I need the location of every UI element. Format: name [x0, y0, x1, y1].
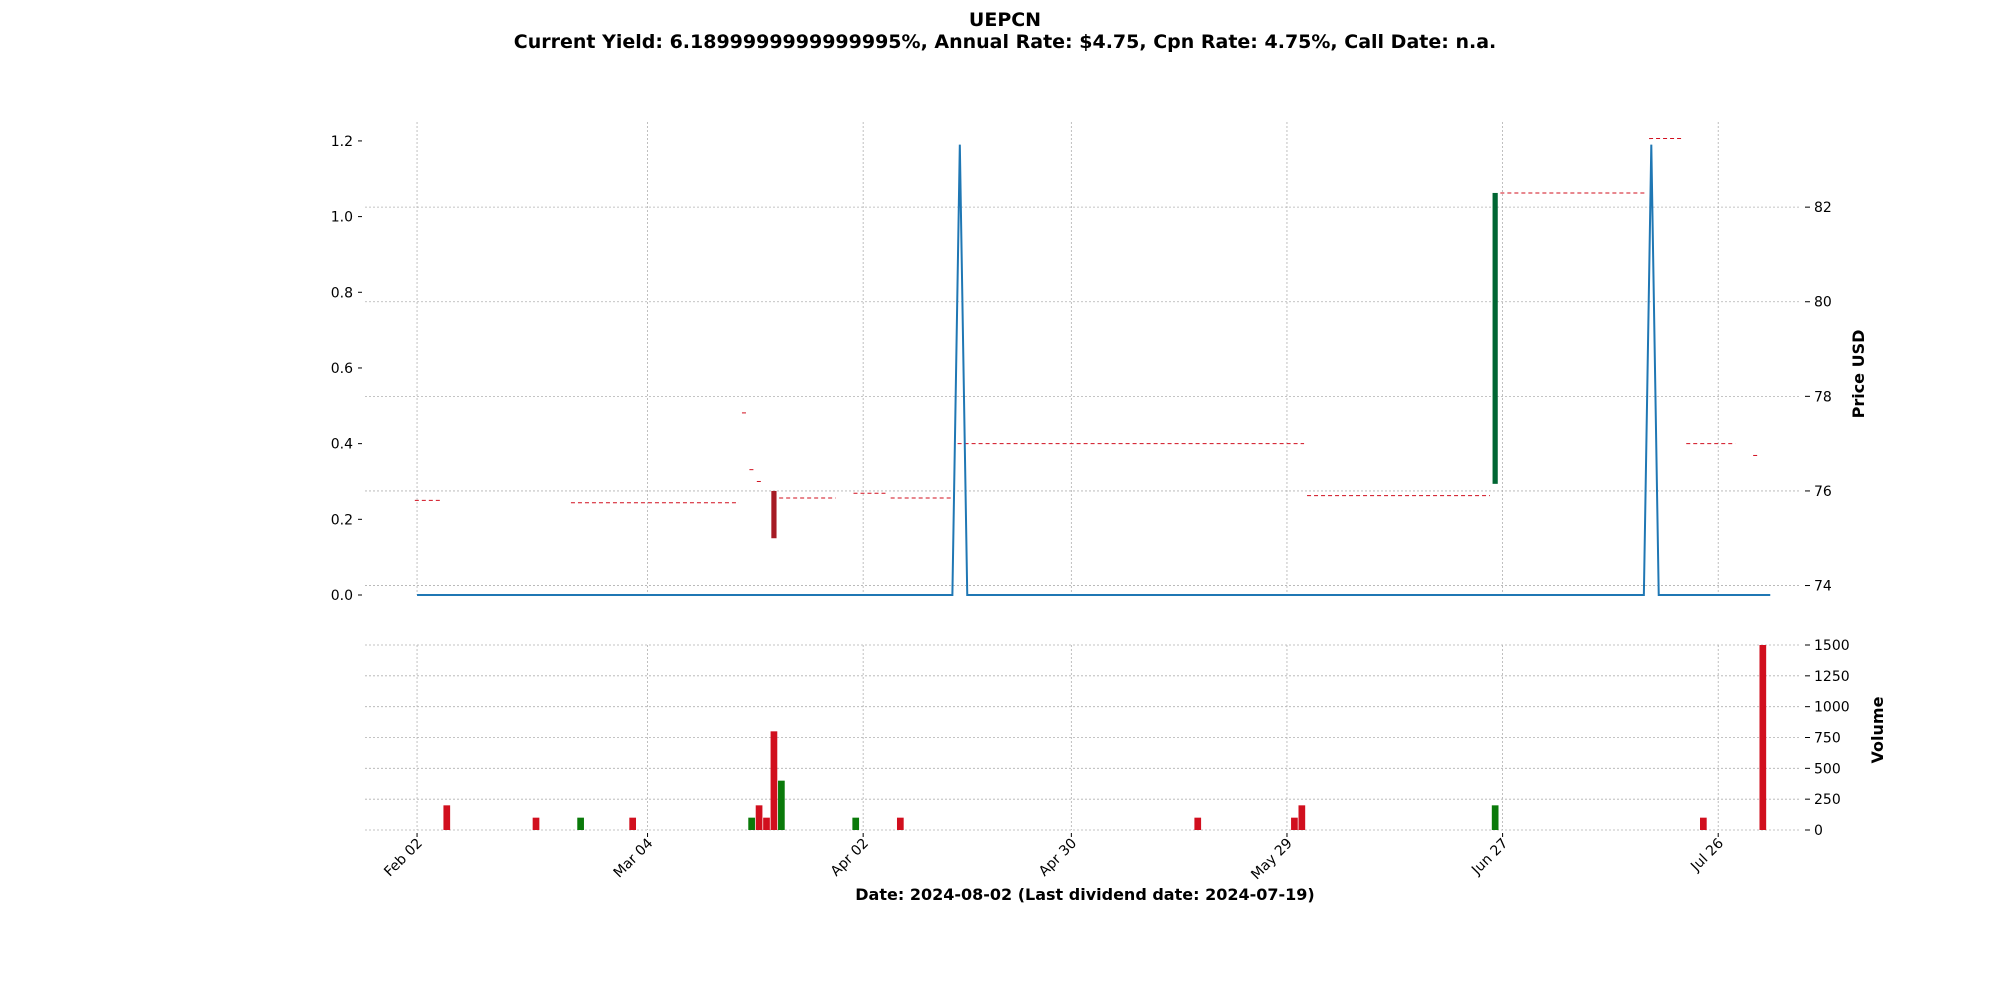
volume-bar [748, 817, 755, 830]
dividend-tick-label: 0.6 [331, 361, 353, 377]
volume-bar [755, 805, 763, 830]
price-tick-label: 74 [1814, 579, 1832, 595]
volume-bar [1194, 817, 1202, 830]
volume-bar [1291, 817, 1298, 830]
price-candle [1492, 192, 1498, 484]
volume-tick-label: 0 [1814, 823, 1823, 839]
price-tick-label: 82 [1814, 200, 1832, 216]
volume-bar [1699, 817, 1707, 830]
x-axis-label: Date: 2024-08-02 (Last dividend date: 20… [855, 885, 1314, 904]
x-tick-label: Apr 30 [1036, 836, 1080, 880]
x-tick-label: Jun 27 [1468, 836, 1511, 879]
marks-layer [414, 138, 1771, 830]
volume-tick-label: 1000 [1814, 700, 1850, 716]
dividend-line [417, 144, 1771, 596]
volume-tick-label: 1250 [1814, 669, 1850, 685]
volume-bar [896, 817, 904, 830]
volume-bar [532, 817, 540, 830]
dividend-tick-label: 0.8 [331, 285, 353, 301]
volume-tick-label: 1500 [1814, 638, 1850, 654]
volume-bar [577, 817, 584, 830]
volume-bar [443, 805, 451, 830]
dividend-tick-label: 0.4 [331, 437, 353, 453]
volume-bar [1759, 645, 1767, 830]
price-tick-label: 78 [1814, 389, 1832, 405]
x-tick-label: May 29 [1248, 836, 1296, 884]
volume-axis-label: Volume [1868, 696, 1887, 763]
x-tick-label: Mar 04 [611, 835, 657, 881]
price-tick-label: 76 [1814, 484, 1832, 500]
volume-tick-label: 750 [1814, 731, 1841, 747]
volume-bar [1298, 805, 1306, 830]
dividend-tick-label: 1.0 [331, 210, 353, 226]
chart-title: UEPCN [969, 9, 1041, 31]
volume-bar [778, 780, 785, 830]
volume-bar [1491, 805, 1499, 830]
axis-layer: Feb 02 Mar 04 Apr 02 Apr 30 May 29 Jun 27 Jul … [331, 134, 1850, 883]
volume-tick-label: 500 [1814, 761, 1841, 777]
x-tick-label: Feb 02 [381, 836, 426, 881]
x-tick-label: Apr 02 [828, 836, 872, 880]
grid-layer [365, 122, 1800, 831]
price-candle [771, 490, 777, 539]
dividend-tick-label: 0.2 [331, 512, 353, 528]
volume-bar [629, 817, 637, 830]
volume-bar [763, 817, 770, 830]
dividend-tick-label: 1.2 [331, 134, 353, 150]
volume-tick-label: 250 [1814, 792, 1841, 808]
chart-subtitle: Current Yield: 6.1899999999999995%, Annu… [514, 31, 1496, 53]
volume-bar [852, 817, 860, 830]
dividend-tick-label: 0.0 [331, 588, 353, 604]
price-axis-label: Price USD [1849, 330, 1868, 419]
volume-bar [770, 731, 778, 830]
x-tick-label: Jul 26 [1687, 835, 1727, 875]
price-tick-label: 80 [1814, 295, 1832, 311]
